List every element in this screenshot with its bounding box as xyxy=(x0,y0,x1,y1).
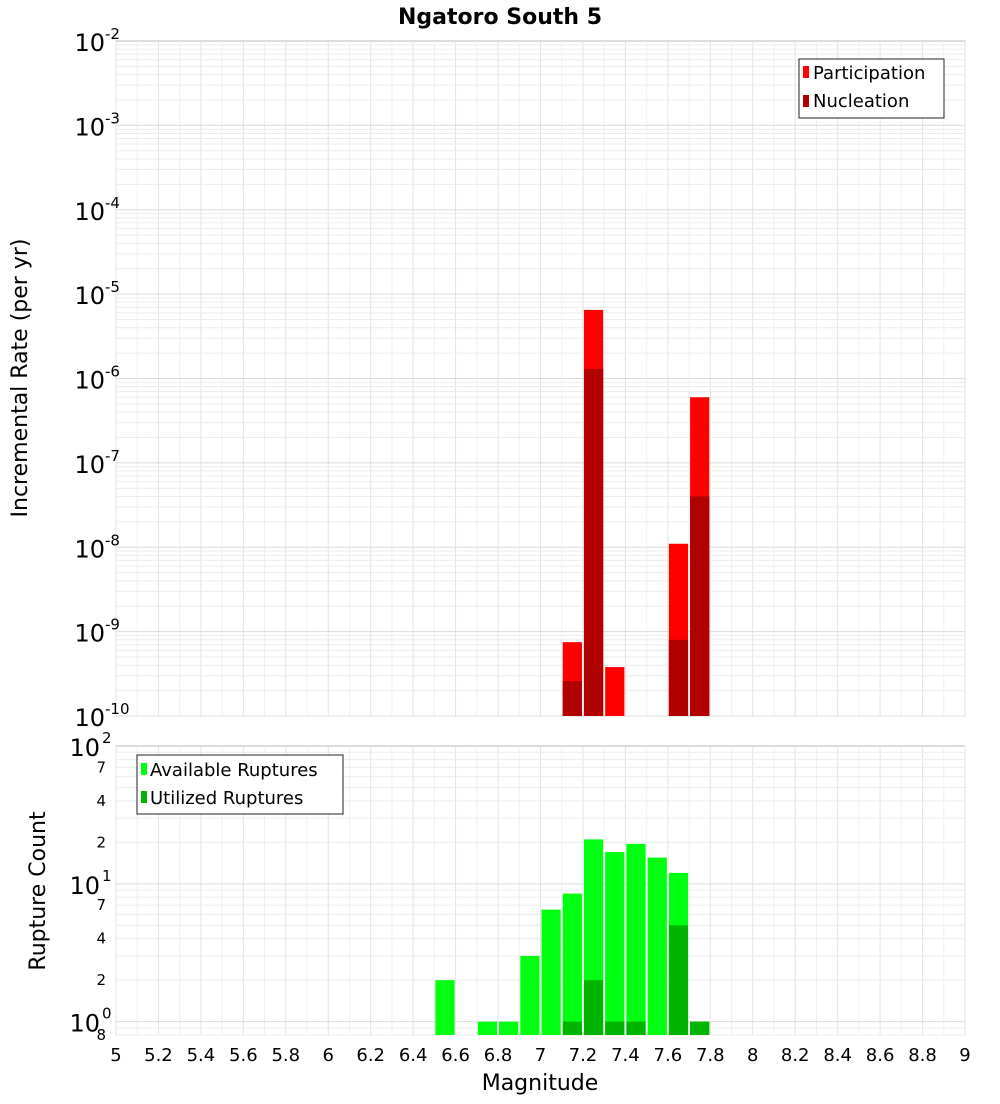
bottom-bar-available-ruptures xyxy=(520,955,540,1035)
x-tick-label: 8 xyxy=(747,1045,758,1066)
top-grid xyxy=(115,41,966,717)
top-legend-box xyxy=(798,58,945,119)
x-tick-label: 8.2 xyxy=(781,1045,810,1066)
legend-swatch-nucleation xyxy=(803,95,809,107)
legend-label-nucleation: Nucleation xyxy=(813,91,909,112)
top-y-tick-exponent: -4 xyxy=(105,194,120,212)
bottom-y-tick-minor: 7 xyxy=(96,758,106,776)
x-tick-label: 8.6 xyxy=(866,1045,895,1066)
x-tick-label: 6.2 xyxy=(356,1045,385,1066)
x-tick-label: 6.6 xyxy=(441,1045,470,1066)
bottom-bar-available-ruptures xyxy=(477,1021,498,1035)
bottom-legend: Available Ruptures Utilized Ruptures xyxy=(136,754,344,815)
bottom-bar-utilized-ruptures xyxy=(583,980,604,1035)
x-tick-label: 8.4 xyxy=(823,1045,852,1066)
top-y-tick-base: 10 xyxy=(74,704,105,732)
top-y-tick-base: 10 xyxy=(74,535,105,563)
top-y-tick-exponent: -6 xyxy=(105,363,120,381)
x-tick-label: 9 xyxy=(959,1045,970,1066)
top-y-tick-exponent: -7 xyxy=(105,447,120,465)
x-tick-label: 5.2 xyxy=(144,1045,173,1066)
legend-label-utilized: Utilized Ruptures xyxy=(150,788,303,809)
x-tick-label: 6 xyxy=(323,1045,334,1066)
legend-swatch-available xyxy=(141,763,147,775)
bottom-y-tick-minor: 7 xyxy=(96,896,106,914)
bottom-y-tick-minor: 2 xyxy=(96,971,106,989)
x-tick-label: 8.8 xyxy=(908,1045,937,1066)
x-tick-label: 6.4 xyxy=(399,1045,428,1066)
top-y-tick-exponent: -8 xyxy=(105,531,120,549)
bottom-bar-available-ruptures xyxy=(499,1021,519,1035)
bottom-y-tick-minor: 4 xyxy=(96,792,106,810)
x-tick-label: 5.4 xyxy=(187,1045,216,1066)
bottom-y-tick-base: 10 xyxy=(69,1010,100,1038)
top-y-axis-label: Incremental Rate (per yr) xyxy=(8,239,33,518)
top-bar-nucleation xyxy=(562,680,582,716)
bottom-bar-available-ruptures xyxy=(541,909,561,1035)
legend-swatch-utilized xyxy=(141,791,147,803)
bottom-bar-utilized-ruptures xyxy=(668,925,689,1035)
x-tick-label: 7.6 xyxy=(654,1045,683,1066)
top-y-tick-base: 10 xyxy=(74,282,105,310)
x-tick-label: 5 xyxy=(110,1045,121,1066)
bottom-bar-utilized-ruptures xyxy=(690,1021,710,1035)
top-bar-nucleation xyxy=(690,496,710,716)
top-y-tick-base: 10 xyxy=(74,451,105,479)
chart-title: Ngatoro South 5 xyxy=(398,5,602,30)
bottom-y-tick-minor: 8 xyxy=(96,1026,106,1044)
bottom-bar-available-ruptures xyxy=(647,857,667,1035)
bottom-y-tick-minor: 4 xyxy=(96,930,106,948)
bottom-y-tick-exponent: 2 xyxy=(102,729,112,747)
bottom-bar-available-ruptures xyxy=(435,980,455,1035)
x-tick-label: 7.4 xyxy=(611,1045,640,1066)
top-y-tick-exponent: -9 xyxy=(105,616,120,634)
legend-swatch-participation xyxy=(803,66,809,78)
top-bar-nucleation xyxy=(583,368,604,716)
x-tick-label: 7.2 xyxy=(569,1045,598,1066)
legend-label-participation: Participation xyxy=(813,63,925,84)
bottom-y-tick-minor: 2 xyxy=(96,833,106,851)
top-legend: Participation Nucleation xyxy=(798,58,945,119)
top-y-tick-exponent: -3 xyxy=(105,109,120,127)
top-bar-nucleation xyxy=(668,639,689,716)
bottom-bar-utilized-ruptures xyxy=(605,1021,625,1035)
top-y-tick-base: 10 xyxy=(74,620,105,648)
x-tick-label: 6.8 xyxy=(484,1045,513,1066)
top-bar-participation xyxy=(605,667,625,716)
bottom-y-tick-exponent: 0 xyxy=(102,1005,112,1023)
bottom-y-tick-base: 10 xyxy=(69,872,100,900)
bottom-bar-utilized-ruptures xyxy=(626,1021,646,1035)
legend-label-available: Available Ruptures xyxy=(150,760,318,781)
bottom-bar-available-ruptures xyxy=(605,852,625,1035)
x-tick-label: 7.8 xyxy=(696,1045,725,1066)
top-y-tick-base: 10 xyxy=(74,29,105,57)
top-y-tick-exponent: -2 xyxy=(105,25,120,43)
top-y-tick-base: 10 xyxy=(74,198,105,226)
top-y-tick-base: 10 xyxy=(74,367,105,395)
top-y-tick-base: 10 xyxy=(74,113,105,141)
bottom-y-tick-exponent: 1 xyxy=(102,867,112,885)
bottom-bars xyxy=(435,839,710,1035)
x-tick-label: 5.8 xyxy=(271,1045,300,1066)
bottom-y-axis-label: Rupture Count xyxy=(26,811,51,971)
x-tick-label: 7 xyxy=(535,1045,546,1066)
x-axis-label: Magnitude xyxy=(482,1071,599,1096)
bottom-bar-available-ruptures xyxy=(626,843,646,1035)
bottom-bar-utilized-ruptures xyxy=(562,1021,582,1035)
bottom-bar-available-ruptures xyxy=(562,893,582,1035)
x-tick-label: 5.6 xyxy=(229,1045,258,1066)
top-y-tick-exponent: -10 xyxy=(105,700,130,718)
bottom-legend-box xyxy=(136,754,344,815)
bottom-y-tick-base: 10 xyxy=(69,734,100,762)
top-bars xyxy=(562,309,710,716)
bottom-x-ticks: 5 5.2 5.4 5.6 5.8 6 6.2 6.4 6.6 6.8 7 7.2 7.4 7.6 7.8 8… xyxy=(110,1045,970,1066)
top-y-tick-exponent: -5 xyxy=(105,278,120,296)
